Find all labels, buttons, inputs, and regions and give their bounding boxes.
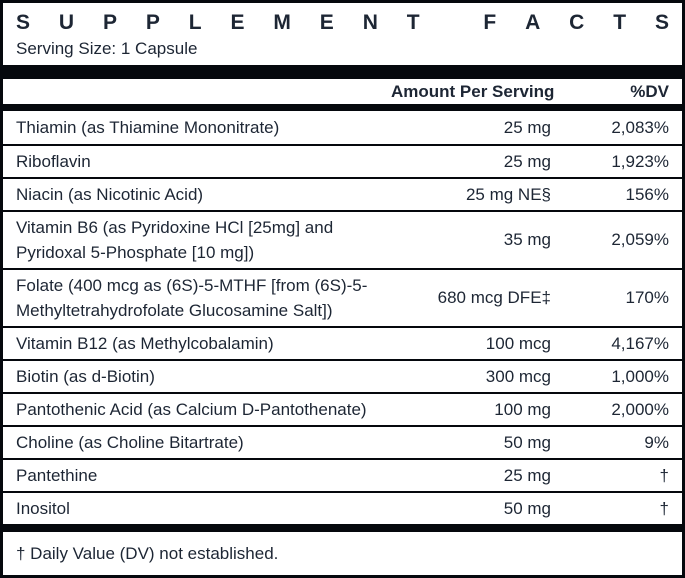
nutrient-dv: 156% [625, 184, 669, 204]
nutrient-name: Niacin (as Nicotinic Acid) [16, 185, 204, 204]
nutrient-rows: Thiamin (as Thiamine Mononitrate) 25 mg … [3, 111, 682, 524]
nutrient-amount: 35 mg [503, 230, 551, 249]
nutrient-amount: 50 mg [503, 432, 551, 452]
serving-size: Serving Size: 1 Capsule [16, 39, 198, 58]
nutrient-name: Choline (as Choline Bitartrate) [16, 433, 244, 452]
nutrient-dv: 170% [625, 288, 669, 307]
table-row: Vitamin B12 (as Methylcobalamin) 100 mcg… [3, 326, 682, 359]
nutrient-amount: 50 mg [503, 498, 551, 518]
table-row: Thiamin (as Thiamine Mononitrate) 25 mg … [3, 111, 682, 144]
nutrient-name: Folate (400 mcg as (6S)-5-MTHF [from (6S… [16, 276, 368, 320]
table-row: Choline (as Choline Bitartrate) 50 mg 9% [3, 425, 682, 458]
nutrient-dv: 4,167% [611, 333, 669, 353]
divider-below-header [3, 104, 682, 111]
nutrient-name: Vitamin B6 (as Pyridoxine HCl [25mg] and… [16, 218, 334, 262]
nutrient-name: Riboflavin [16, 152, 91, 171]
table-row: Biotin (as d-Biotin) 300 mcg 1,000% [3, 359, 682, 392]
table-row: Folate (400 mcg as (6S)-5-MTHF [from (6S… [3, 268, 682, 326]
nutrient-dv: 1,923% [611, 151, 669, 171]
nutrient-dv: 2,059% [611, 230, 669, 249]
table-row: Vitamin B6 (as Pyridoxine HCl [25mg] and… [3, 210, 682, 268]
column-header-dv: %DV [630, 81, 669, 101]
table-row: Pantothenic Acid (as Calcium D-Pantothen… [3, 392, 682, 425]
nutrient-amount: 25 mg NE§ [465, 184, 551, 204]
nutrient-amount: 100 mcg [485, 333, 551, 353]
table-row: Pantethine 25 mg † [3, 458, 682, 491]
nutrient-dv: 9% [644, 432, 669, 452]
nutrient-name: Pantothenic Acid (as Calcium D-Pantothen… [16, 400, 367, 419]
nutrient-amount: 25 mg [503, 151, 551, 171]
nutrient-dv: 2,083% [611, 117, 669, 137]
nutrient-dv: 1,000% [611, 366, 669, 386]
nutrient-amount: 300 mcg [485, 366, 551, 386]
nutrient-dv: † [659, 465, 669, 485]
column-header-row: Amount Per Serving %DV [3, 79, 682, 104]
nutrient-name: Thiamin (as Thiamine Mononitrate) [16, 118, 280, 137]
nutrient-name: Vitamin B12 (as Methylcobalamin) [16, 334, 274, 353]
nutrient-amount: 25 mg [503, 117, 551, 137]
table-row: Niacin (as Nicotinic Acid) 25 mg NE§ 156… [3, 177, 682, 210]
divider-above-footnote [3, 524, 682, 532]
nutrient-name: Inositol [16, 499, 70, 518]
nutrient-amount: 680 mcg DFE‡ [437, 288, 551, 307]
table-row: Inositol 50 mg † [3, 491, 682, 524]
table-row: Riboflavin 25 mg 1,923% [3, 144, 682, 177]
divider-thick-top [3, 65, 682, 79]
nutrient-name: Pantethine [16, 466, 98, 485]
nutrient-name: Biotin (as d-Biotin) [16, 367, 155, 386]
column-header-amount: Amount Per Serving [391, 81, 555, 101]
nutrient-dv: † [659, 498, 669, 518]
footnote: † Daily Value (DV) not established. [16, 543, 279, 563]
nutrient-dv: 2,000% [611, 399, 669, 419]
nutrient-amount: 25 mg [503, 465, 551, 485]
nutrient-amount: 100 mg [494, 399, 551, 419]
